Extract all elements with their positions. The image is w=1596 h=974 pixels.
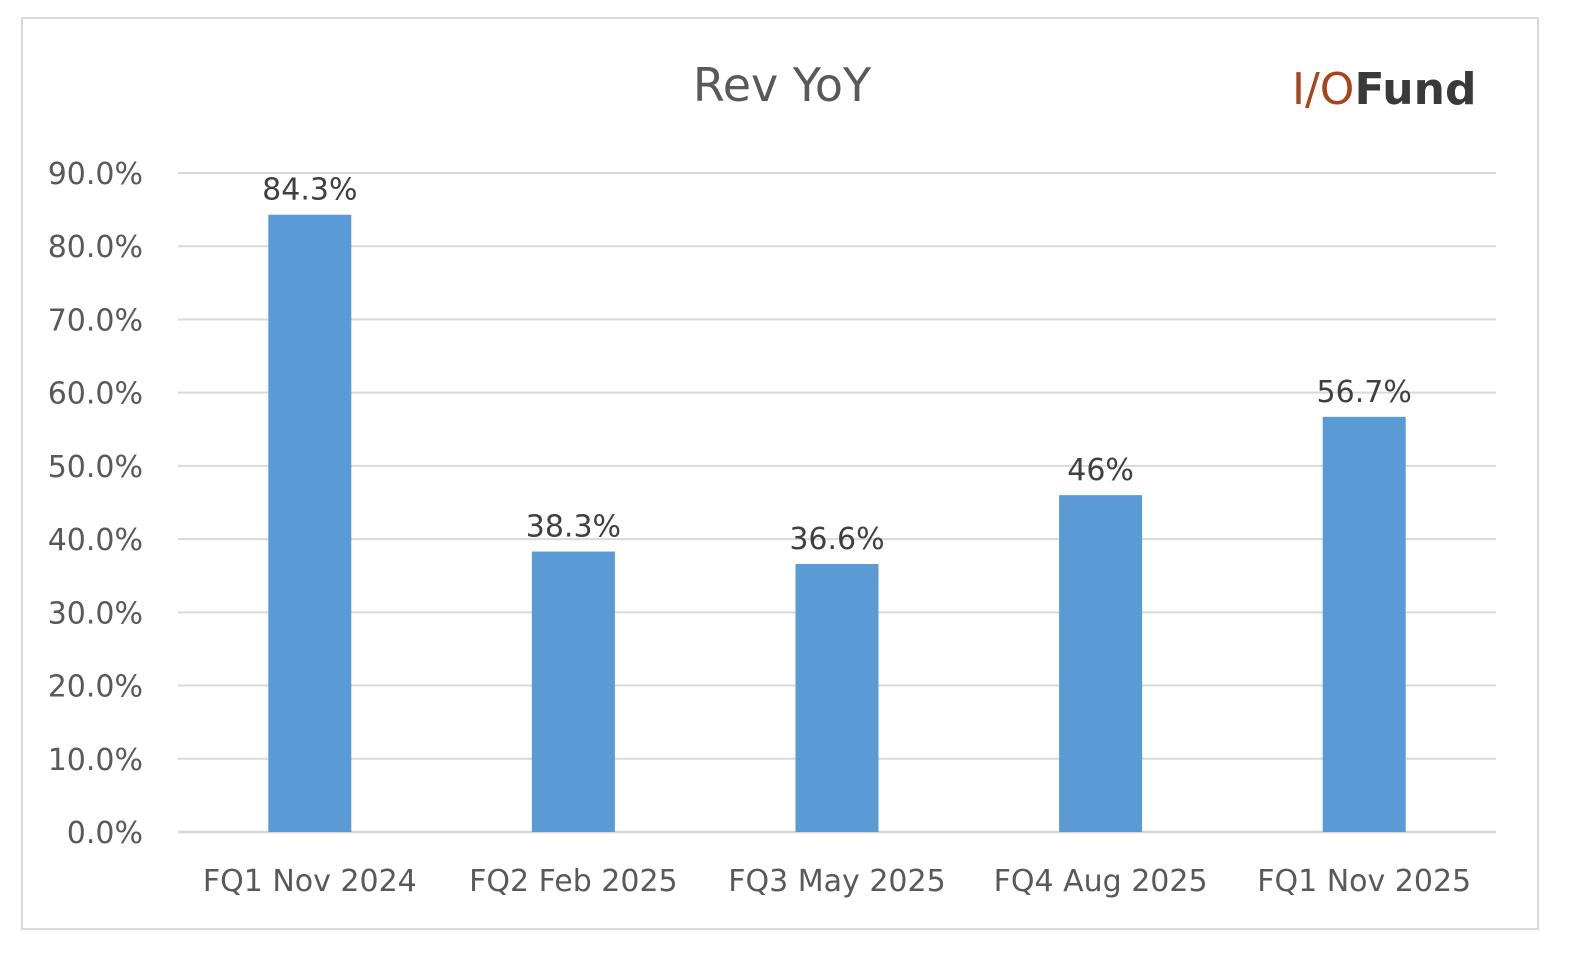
bar (268, 214, 352, 832)
y-tick-label: 50.0% (48, 450, 143, 485)
data-label: 46% (1067, 453, 1134, 488)
y-tick-label: 90.0% (48, 157, 143, 192)
x-tick-label: FQ1 Nov 2025 (1257, 864, 1471, 899)
bar (531, 551, 615, 832)
x-axis-ticks: FQ1 Nov 2024 FQ2 Feb 2025 FQ3 May 2025 FQ4 … (203, 864, 1471, 899)
x-tick-label: FQ1 Nov 2024 (203, 864, 417, 899)
bar (1322, 416, 1406, 832)
y-tick-label: 40.0% (48, 523, 143, 558)
y-tick-label: 70.0% (48, 303, 143, 338)
chart-title: Rev YoY (692, 58, 872, 112)
data-label: 38.3% (526, 510, 621, 545)
brand-logo: I/OFund (1292, 62, 1476, 118)
logo-io-text: I/O (1292, 64, 1355, 115)
y-tick-label: 20.0% (48, 670, 143, 705)
x-tick-label: FQ4 Aug 2025 (994, 864, 1208, 899)
data-label: 36.6% (789, 522, 884, 557)
data-label: 56.7% (1317, 375, 1412, 410)
y-tick-label: 60.0% (48, 377, 143, 412)
y-axis-ticks: 0.0% 10.0% 20.0% 30.0% 40.0% 50.0% 60.0% 70.0% 8… (48, 157, 143, 851)
x-tick-label: FQ2 Feb 2025 (469, 864, 678, 899)
data-labels: 84.3% 38.3% 36.6% 46% 56.7% (262, 173, 1412, 557)
bar (795, 564, 879, 832)
y-tick-label: 10.0% (48, 743, 143, 778)
bars (268, 214, 1406, 832)
x-tick-label: FQ3 May 2025 (728, 864, 945, 899)
logo-fund-text: Fund (1354, 64, 1477, 115)
y-tick-label: 80.0% (48, 230, 143, 265)
bar (1059, 495, 1143, 832)
y-tick-label: 30.0% (48, 596, 143, 631)
data-label: 84.3% (262, 173, 357, 208)
y-tick-label: 0.0% (67, 816, 143, 851)
